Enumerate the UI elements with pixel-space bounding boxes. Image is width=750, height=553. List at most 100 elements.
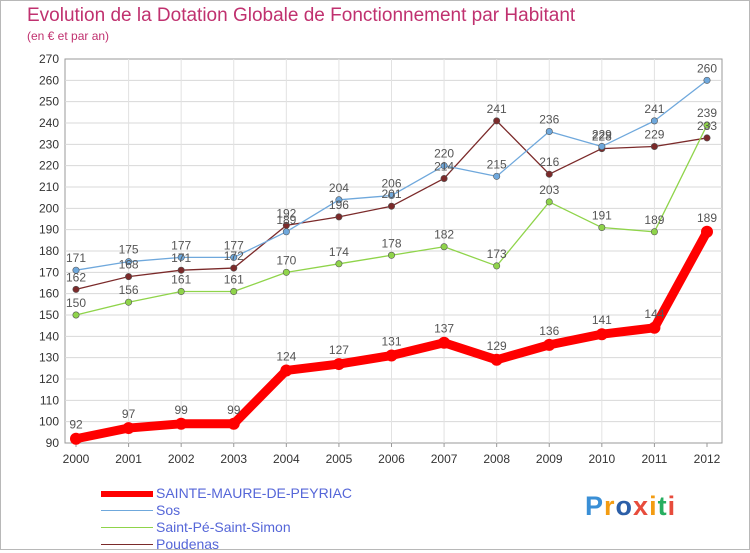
data-label: 99 bbox=[174, 403, 188, 417]
data-point bbox=[72, 311, 80, 319]
legend-label-sainte-maure: SAINTE-MAURE-DE-PEYRIAC bbox=[156, 485, 353, 501]
data-label: 171 bbox=[171, 251, 191, 265]
data-point bbox=[703, 134, 711, 142]
y-tick-label: 200 bbox=[39, 201, 59, 215]
legend-label-poudenas: Poudenas bbox=[156, 536, 220, 552]
data-label: 206 bbox=[381, 177, 401, 191]
y-tick-label: 220 bbox=[39, 159, 59, 173]
data-point bbox=[385, 349, 398, 362]
data-point bbox=[703, 76, 711, 84]
data-point bbox=[125, 258, 133, 266]
x-tick-label: 2007 bbox=[431, 452, 458, 466]
data-label: 204 bbox=[329, 181, 349, 195]
legend-swatch-sos bbox=[101, 510, 153, 511]
data-point bbox=[175, 417, 188, 430]
data-point bbox=[490, 353, 503, 366]
data-label: 173 bbox=[487, 247, 507, 261]
data-point bbox=[230, 288, 238, 296]
data-point bbox=[545, 170, 553, 178]
data-point bbox=[650, 117, 658, 125]
y-tick-label: 170 bbox=[39, 265, 59, 279]
data-label: 171 bbox=[66, 251, 86, 265]
data-point bbox=[282, 228, 290, 236]
y-tick-label: 130 bbox=[39, 351, 59, 365]
data-label: 150 bbox=[66, 296, 86, 310]
data-point bbox=[70, 432, 82, 445]
data-point bbox=[335, 260, 343, 268]
data-point bbox=[125, 298, 133, 306]
data-point bbox=[332, 358, 345, 371]
data-label: 127 bbox=[329, 343, 349, 357]
y-tick-label: 180 bbox=[39, 244, 59, 258]
data-label: 229 bbox=[592, 127, 612, 141]
data-point bbox=[650, 142, 658, 150]
data-point bbox=[493, 172, 501, 180]
data-label: 192 bbox=[276, 206, 296, 220]
data-label: 170 bbox=[276, 253, 296, 267]
x-tick-label: 2002 bbox=[168, 452, 195, 466]
data-label: 241 bbox=[487, 102, 507, 116]
y-tick-label: 100 bbox=[39, 415, 59, 429]
x-tick-label: 2005 bbox=[326, 452, 353, 466]
logo-letter: i bbox=[667, 491, 677, 521]
data-label: 168 bbox=[119, 258, 139, 272]
data-point bbox=[598, 142, 606, 150]
data-point bbox=[335, 196, 343, 204]
logo-letter: r bbox=[604, 491, 616, 521]
data-label: 189 bbox=[697, 211, 717, 225]
data-point bbox=[650, 228, 658, 236]
data-label: 215 bbox=[487, 157, 507, 171]
data-point bbox=[72, 266, 80, 274]
data-label: 177 bbox=[171, 238, 191, 252]
data-point bbox=[282, 268, 290, 276]
y-tick-label: 240 bbox=[39, 116, 59, 130]
logo-letter: o bbox=[615, 491, 634, 521]
data-point bbox=[230, 253, 238, 261]
data-point bbox=[440, 243, 448, 251]
data-label: 161 bbox=[224, 273, 244, 287]
proxiti-logo: Proxiti bbox=[585, 491, 676, 522]
x-tick-label: 2000 bbox=[63, 452, 90, 466]
data-label: 137 bbox=[434, 322, 454, 336]
data-label: 239 bbox=[697, 106, 717, 120]
data-label: 124 bbox=[276, 349, 296, 363]
data-point bbox=[230, 264, 238, 272]
data-point bbox=[543, 338, 556, 351]
legend-swatch-saint-pe bbox=[101, 527, 153, 528]
y-tick-label: 210 bbox=[39, 180, 59, 194]
data-point bbox=[598, 224, 606, 232]
data-label: 191 bbox=[592, 209, 612, 223]
x-tick-label: 2011 bbox=[642, 452, 668, 466]
data-label: 189 bbox=[644, 213, 664, 227]
data-point bbox=[335, 213, 343, 221]
data-label: 156 bbox=[119, 283, 139, 297]
data-point bbox=[125, 273, 133, 281]
data-label: 233 bbox=[697, 119, 717, 133]
data-label: 216 bbox=[539, 155, 559, 169]
data-point bbox=[703, 121, 711, 129]
data-label: 161 bbox=[171, 273, 191, 287]
legend-label-sos: Sos bbox=[156, 502, 181, 518]
data-point bbox=[177, 253, 185, 261]
data-point bbox=[648, 321, 661, 334]
x-tick-label: 2012 bbox=[694, 452, 721, 466]
x-tick-label: 2010 bbox=[588, 452, 615, 466]
data-label: 144 bbox=[644, 307, 664, 321]
y-tick-label: 150 bbox=[39, 308, 59, 322]
y-tick-label: 230 bbox=[39, 137, 59, 151]
data-point bbox=[122, 422, 135, 435]
data-point bbox=[387, 202, 395, 210]
y-tick-label: 90 bbox=[46, 436, 60, 450]
data-label: 131 bbox=[381, 335, 401, 349]
data-point bbox=[227, 417, 240, 430]
data-label: 228 bbox=[592, 130, 612, 144]
axis-ticks: 90 100 110 120 130 140 150 160 170 180 190 200 210 22… bbox=[39, 52, 721, 466]
data-point bbox=[545, 198, 553, 206]
y-tick-label: 270 bbox=[39, 52, 59, 66]
series-lines bbox=[70, 76, 713, 445]
data-point bbox=[440, 174, 448, 182]
y-tick-label: 260 bbox=[39, 73, 59, 87]
data-label: 177 bbox=[224, 238, 244, 252]
y-tick-label: 190 bbox=[39, 223, 59, 237]
legend-label-saint-pe: Saint-Pé-Saint-Simon bbox=[156, 519, 291, 535]
